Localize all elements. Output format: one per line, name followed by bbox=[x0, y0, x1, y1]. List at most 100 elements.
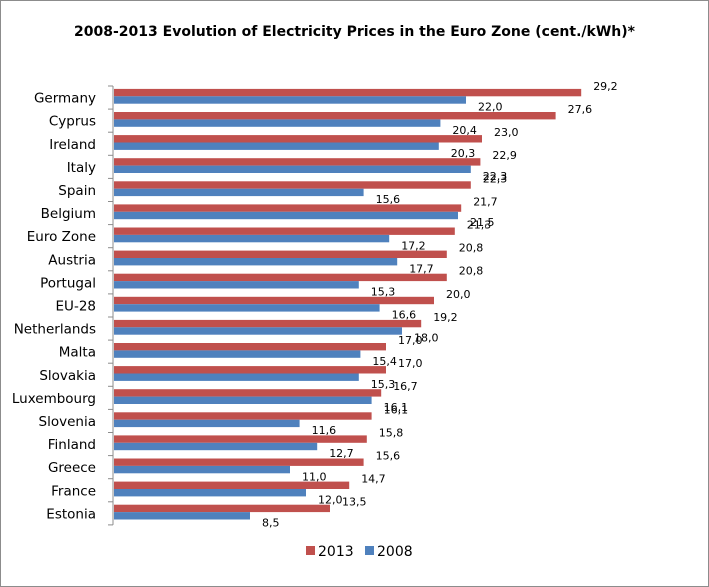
bar-2013-france bbox=[114, 481, 350, 489]
data-label: 16,1 bbox=[384, 403, 409, 416]
data-label: 15,4 bbox=[372, 355, 397, 368]
legend-label-2013: 2013 bbox=[318, 544, 354, 560]
bar-2008-portugal bbox=[114, 281, 359, 289]
bar-2008-germany bbox=[114, 96, 466, 104]
bar-2013-portugal bbox=[114, 273, 447, 282]
category-label: EU-28 bbox=[56, 298, 96, 314]
bar-2013-germany bbox=[114, 88, 582, 97]
bar-2013-greece bbox=[114, 458, 364, 466]
bar-2013-cyprus bbox=[114, 112, 556, 120]
legend-swatch-2013 bbox=[306, 546, 315, 555]
bar-2013-austria bbox=[114, 250, 447, 258]
chart-title: 2008-2013 Evolution of Electricity Price… bbox=[74, 24, 635, 40]
bar-2013-italy bbox=[114, 158, 481, 166]
data-label: 16,1 bbox=[384, 401, 409, 414]
bar-2013-finland bbox=[114, 435, 367, 443]
bar-2008-euro-zone bbox=[114, 234, 390, 243]
legend-label-2008: 2008 bbox=[377, 544, 413, 560]
data-label: 19,2 bbox=[433, 311, 458, 324]
data-label: 11,6 bbox=[312, 424, 337, 437]
bar-2008-slovenia bbox=[114, 419, 300, 428]
bar-2008-eu-28 bbox=[114, 304, 380, 312]
bars-layer bbox=[114, 88, 582, 520]
data-label: 14,7 bbox=[361, 473, 386, 486]
category-label: Portugal bbox=[40, 275, 96, 291]
bar-2013-spain bbox=[114, 181, 471, 189]
category-label: Euro Zone bbox=[27, 229, 96, 245]
data-label: 21,5 bbox=[470, 216, 495, 229]
data-label: 27,6 bbox=[568, 103, 593, 116]
bar-2008-spain bbox=[114, 188, 364, 197]
data-label: 13,5 bbox=[342, 496, 367, 509]
labels-layer: Germany Cyprus Ireland Italy Spain Belgium Eur… bbox=[12, 80, 618, 530]
bar-2008-france bbox=[114, 489, 306, 497]
data-label: 8,5 bbox=[262, 517, 280, 530]
category-label: Estonia bbox=[46, 506, 96, 522]
bar-2013-netherlands bbox=[114, 319, 422, 328]
bar-2008-finland bbox=[114, 442, 318, 451]
data-label: 22,3 bbox=[483, 170, 508, 183]
data-label: 20,8 bbox=[459, 265, 484, 278]
data-label: 20,8 bbox=[459, 242, 484, 255]
category-label: Luxembourg bbox=[12, 391, 96, 407]
data-label: 22,3 bbox=[483, 172, 508, 185]
bar-2008-austria bbox=[114, 258, 398, 266]
bar-2013-luxembourg bbox=[114, 389, 382, 397]
data-label: 15,8 bbox=[379, 426, 404, 439]
bar-2013-euro-zone bbox=[114, 227, 455, 235]
bar-2013-slovakia bbox=[114, 366, 386, 374]
bar-2013-belgium bbox=[114, 204, 462, 212]
category-label: Malta bbox=[59, 345, 96, 361]
bar-2008-slovakia bbox=[114, 373, 359, 381]
data-label: 22,9 bbox=[492, 149, 517, 162]
category-label: Belgium bbox=[41, 206, 96, 222]
axis-layer bbox=[108, 85, 114, 526]
category-label: Slovenia bbox=[39, 414, 96, 430]
bar-2008-belgium bbox=[114, 211, 458, 220]
bar-2008-italy bbox=[114, 165, 471, 173]
data-label: 16,6 bbox=[392, 309, 417, 322]
data-label: 29,2 bbox=[593, 80, 618, 93]
data-label: 15,6 bbox=[376, 450, 401, 463]
data-label: 15,6 bbox=[376, 193, 401, 206]
data-label: 20,3 bbox=[451, 147, 476, 160]
data-label: 23,0 bbox=[494, 126, 519, 139]
bar-2013-malta bbox=[114, 343, 386, 351]
data-label: 15,3 bbox=[371, 378, 396, 391]
data-label: 22,0 bbox=[478, 101, 503, 114]
category-label: France bbox=[51, 483, 96, 499]
bar-2008-greece bbox=[114, 465, 290, 474]
data-label: 12,0 bbox=[318, 493, 343, 506]
category-label: Netherlands bbox=[14, 322, 96, 338]
bar-2008-malta bbox=[114, 350, 361, 358]
data-label: 18,0 bbox=[414, 332, 439, 345]
bar-2008-ireland bbox=[114, 142, 439, 150]
category-label: Ireland bbox=[49, 137, 96, 153]
data-label: 16,7 bbox=[393, 380, 418, 393]
category-label: Germany bbox=[34, 91, 96, 107]
data-label: 20,4 bbox=[452, 124, 477, 137]
data-label: 17,7 bbox=[409, 262, 434, 275]
data-label: 20,0 bbox=[446, 288, 471, 301]
data-label: 11,0 bbox=[302, 470, 327, 483]
category-label: Slovakia bbox=[39, 368, 96, 384]
data-label: 21,3 bbox=[467, 219, 492, 232]
data-label: 15,3 bbox=[371, 286, 396, 299]
legend: 2013 2008 bbox=[306, 544, 413, 560]
bar-2013-slovenia bbox=[114, 412, 372, 420]
bar-2013-estonia bbox=[114, 504, 330, 513]
bar-2008-luxembourg bbox=[114, 396, 372, 404]
data-label: 17,0 bbox=[398, 357, 423, 370]
category-label: Cyprus bbox=[49, 114, 96, 130]
category-label: Greece bbox=[48, 460, 96, 476]
bar-2008-cyprus bbox=[114, 119, 441, 127]
bar-2008-netherlands bbox=[114, 327, 402, 335]
legend-swatch-2008 bbox=[365, 546, 374, 555]
category-label: Austria bbox=[48, 252, 96, 268]
bar-2013-eu-28 bbox=[114, 296, 434, 305]
category-label: Spain bbox=[58, 183, 96, 199]
data-label: 21,7 bbox=[473, 195, 498, 208]
category-label: Italy bbox=[67, 160, 96, 176]
bar-2013-ireland bbox=[114, 135, 482, 143]
